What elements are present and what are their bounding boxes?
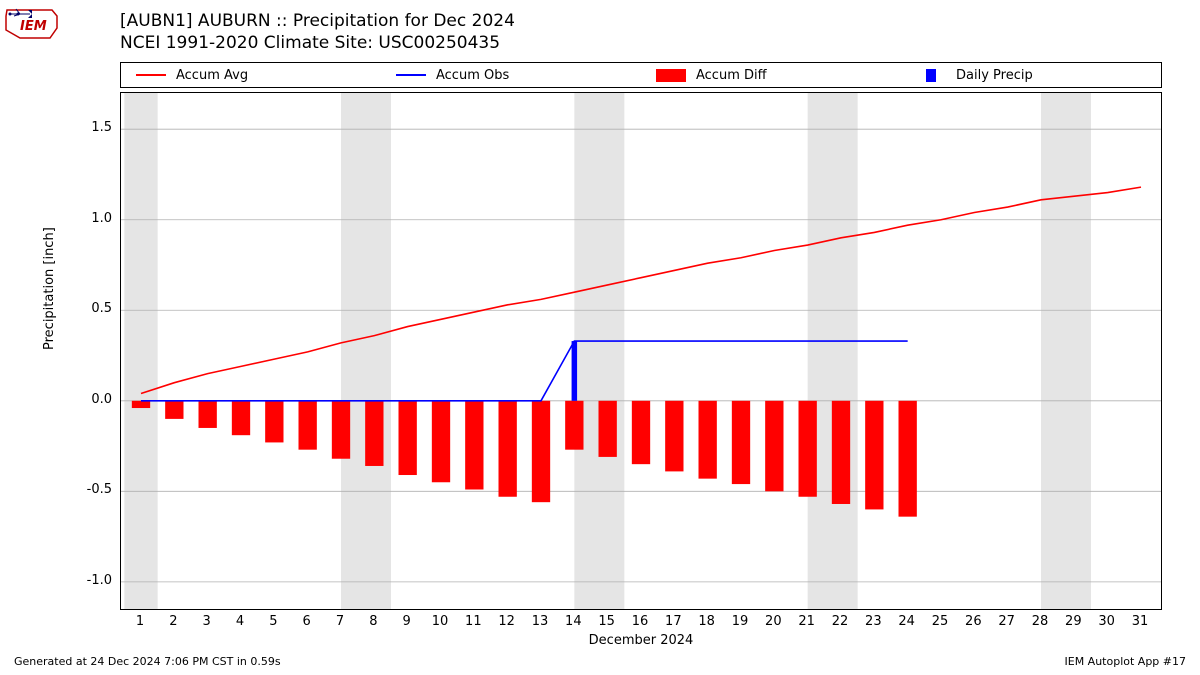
x-tick-label: 21: [792, 614, 822, 629]
legend-line-icon: [396, 74, 426, 76]
chart-title-block: [AUBN1] AUBURN :: Precipitation for Dec …: [120, 10, 515, 54]
x-tick-label: 12: [492, 614, 522, 629]
footer-generated-text: Generated at 24 Dec 2024 7:06 PM CST in …: [14, 655, 281, 668]
x-tick-label: 31: [1125, 614, 1155, 629]
x-tick-label: 1: [125, 614, 155, 629]
chart-title-line1: [AUBN1] AUBURN :: Precipitation for Dec …: [120, 10, 515, 32]
x-tick-label: 24: [892, 614, 922, 629]
x-tick-label: 14: [558, 614, 588, 629]
x-tick-label: 3: [192, 614, 222, 629]
legend-accum-avg: Accum Avg: [121, 68, 381, 83]
x-tick-label: 13: [525, 614, 555, 629]
y-axis-label: Precipitation [inch]: [42, 227, 57, 350]
legend-daily-precip: Daily Precip: [901, 68, 1161, 83]
x-tick-label: 18: [692, 614, 722, 629]
y-tick-label: 0.0: [62, 392, 112, 407]
x-tick-label: 29: [1058, 614, 1088, 629]
x-tick-label: 26: [958, 614, 988, 629]
x-tick-label: 27: [992, 614, 1022, 629]
y-tick-label: -1.0: [62, 573, 112, 588]
chart-plot-area: [120, 92, 1162, 610]
legend-patch-icon: [926, 69, 936, 82]
x-axis-label: December 2024: [120, 633, 1162, 648]
x-tick-label: 17: [658, 614, 688, 629]
y-tick-label: -0.5: [62, 482, 112, 497]
legend-patch-icon: [656, 69, 686, 82]
x-tick-label: 28: [1025, 614, 1055, 629]
iem-logo: IEM: [2, 2, 62, 46]
svg-text:IEM: IEM: [20, 19, 47, 34]
x-tick-label: 25: [925, 614, 955, 629]
y-tick-label: 0.5: [62, 301, 112, 316]
y-tick-label: 1.5: [62, 120, 112, 135]
chart-legend: Accum Avg Accum Obs Accum Diff Daily Pre…: [120, 62, 1162, 88]
x-tick-label: 4: [225, 614, 255, 629]
legend-label: Accum Diff: [696, 68, 767, 83]
x-tick-label: 2: [158, 614, 188, 629]
footer-app-text: IEM Autoplot App #17: [1065, 655, 1187, 668]
legend-label: Daily Precip: [956, 68, 1033, 83]
x-tick-label: 10: [425, 614, 455, 629]
x-tick-label: 15: [592, 614, 622, 629]
legend-line-icon: [136, 74, 166, 76]
legend-accum-obs: Accum Obs: [381, 68, 641, 83]
x-tick-label: 19: [725, 614, 755, 629]
x-tick-label: 16: [625, 614, 655, 629]
x-tick-label: 9: [392, 614, 422, 629]
x-tick-label: 22: [825, 614, 855, 629]
legend-accum-diff: Accum Diff: [641, 68, 901, 83]
legend-label: Accum Avg: [176, 68, 248, 83]
chart-title-line2: NCEI 1991-2020 Climate Site: USC00250435: [120, 32, 515, 54]
x-tick-label: 5: [258, 614, 288, 629]
x-tick-label: 23: [858, 614, 888, 629]
x-tick-label: 8: [358, 614, 388, 629]
x-tick-label: 30: [1092, 614, 1122, 629]
legend-label: Accum Obs: [436, 68, 509, 83]
x-tick-label: 6: [292, 614, 322, 629]
y-tick-label: 1.0: [62, 211, 112, 226]
x-tick-label: 20: [758, 614, 788, 629]
x-tick-label: 11: [458, 614, 488, 629]
x-tick-label: 7: [325, 614, 355, 629]
